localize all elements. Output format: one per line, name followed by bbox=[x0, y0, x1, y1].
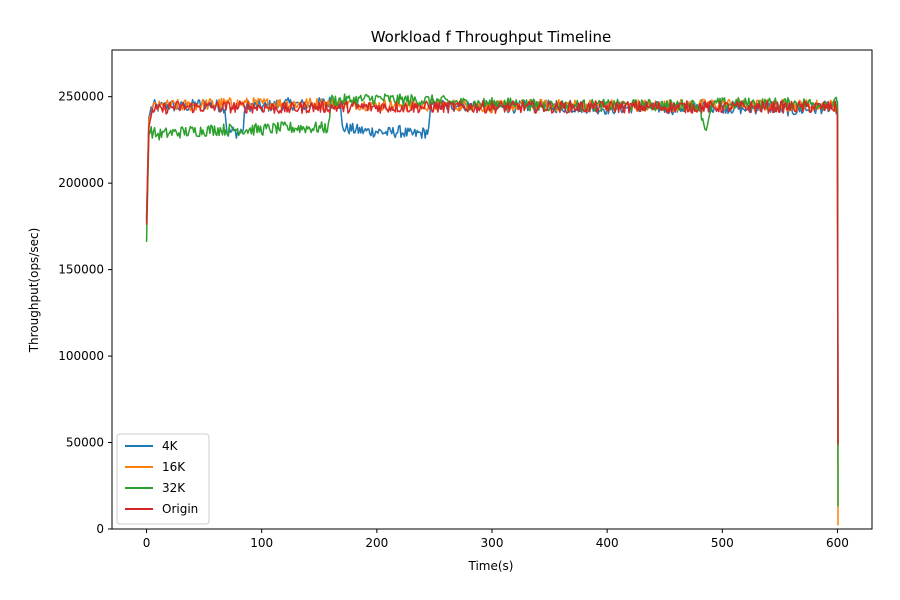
y-tick-label: 150000 bbox=[58, 263, 104, 277]
legend-label-origin: Origin bbox=[162, 502, 198, 516]
y-tick-label: 0 bbox=[96, 522, 104, 536]
x-tick-label: 100 bbox=[250, 536, 273, 550]
chart-title: Workload f Throughput Timeline bbox=[371, 28, 612, 46]
legend-label-16k: 16K bbox=[162, 460, 186, 474]
x-tick-label: 400 bbox=[596, 536, 619, 550]
x-tick-label: 300 bbox=[481, 536, 504, 550]
x-tick-label: 600 bbox=[826, 536, 849, 550]
y-tick-label: 200000 bbox=[58, 176, 104, 190]
y-tick-label: 250000 bbox=[58, 90, 104, 104]
x-tick-label: 500 bbox=[711, 536, 734, 550]
legend-box bbox=[116, 433, 210, 525]
x-tick-label: 0 bbox=[143, 536, 151, 550]
y-tick-label: 50000 bbox=[66, 436, 104, 450]
legend-label-4k: 4K bbox=[162, 439, 179, 453]
x-tick-label: 200 bbox=[365, 536, 388, 550]
y-tick-label: 100000 bbox=[58, 349, 104, 363]
y-axis-title: Throughput(ops/sec) bbox=[27, 228, 41, 354]
x-axis-ticks: 0 100 200 300 400 500 600 bbox=[143, 529, 849, 550]
legend-label-32k: 32K bbox=[162, 481, 186, 495]
x-axis-title: Time(s) bbox=[468, 559, 514, 573]
legend: 4K 16K 32K Origin bbox=[116, 433, 210, 525]
series-line-origin bbox=[145, 100, 839, 445]
plot-area bbox=[111, 49, 873, 530]
y-axis-ticks: 0 50000 100000 150000 200000 250000 bbox=[58, 90, 112, 536]
